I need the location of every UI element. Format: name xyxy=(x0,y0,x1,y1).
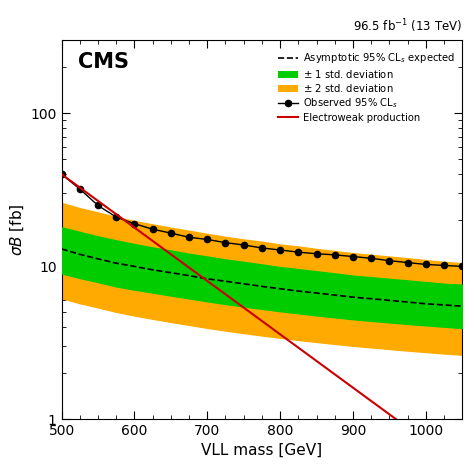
Y-axis label: $\sigma B$ [fb]: $\sigma B$ [fb] xyxy=(9,203,26,256)
Legend: Asymptotic 95% CL$_s$ expected, $\pm$ 1 std. deviation, $\pm$ 2 std. deviation, : Asymptotic 95% CL$_s$ expected, $\pm$ 1 … xyxy=(276,49,457,125)
Text: CMS: CMS xyxy=(78,52,128,72)
Text: 96.5 fb$^{-1}$ (13 TeV): 96.5 fb$^{-1}$ (13 TeV) xyxy=(353,17,462,35)
X-axis label: VLL mass [GeV]: VLL mass [GeV] xyxy=(201,443,322,457)
